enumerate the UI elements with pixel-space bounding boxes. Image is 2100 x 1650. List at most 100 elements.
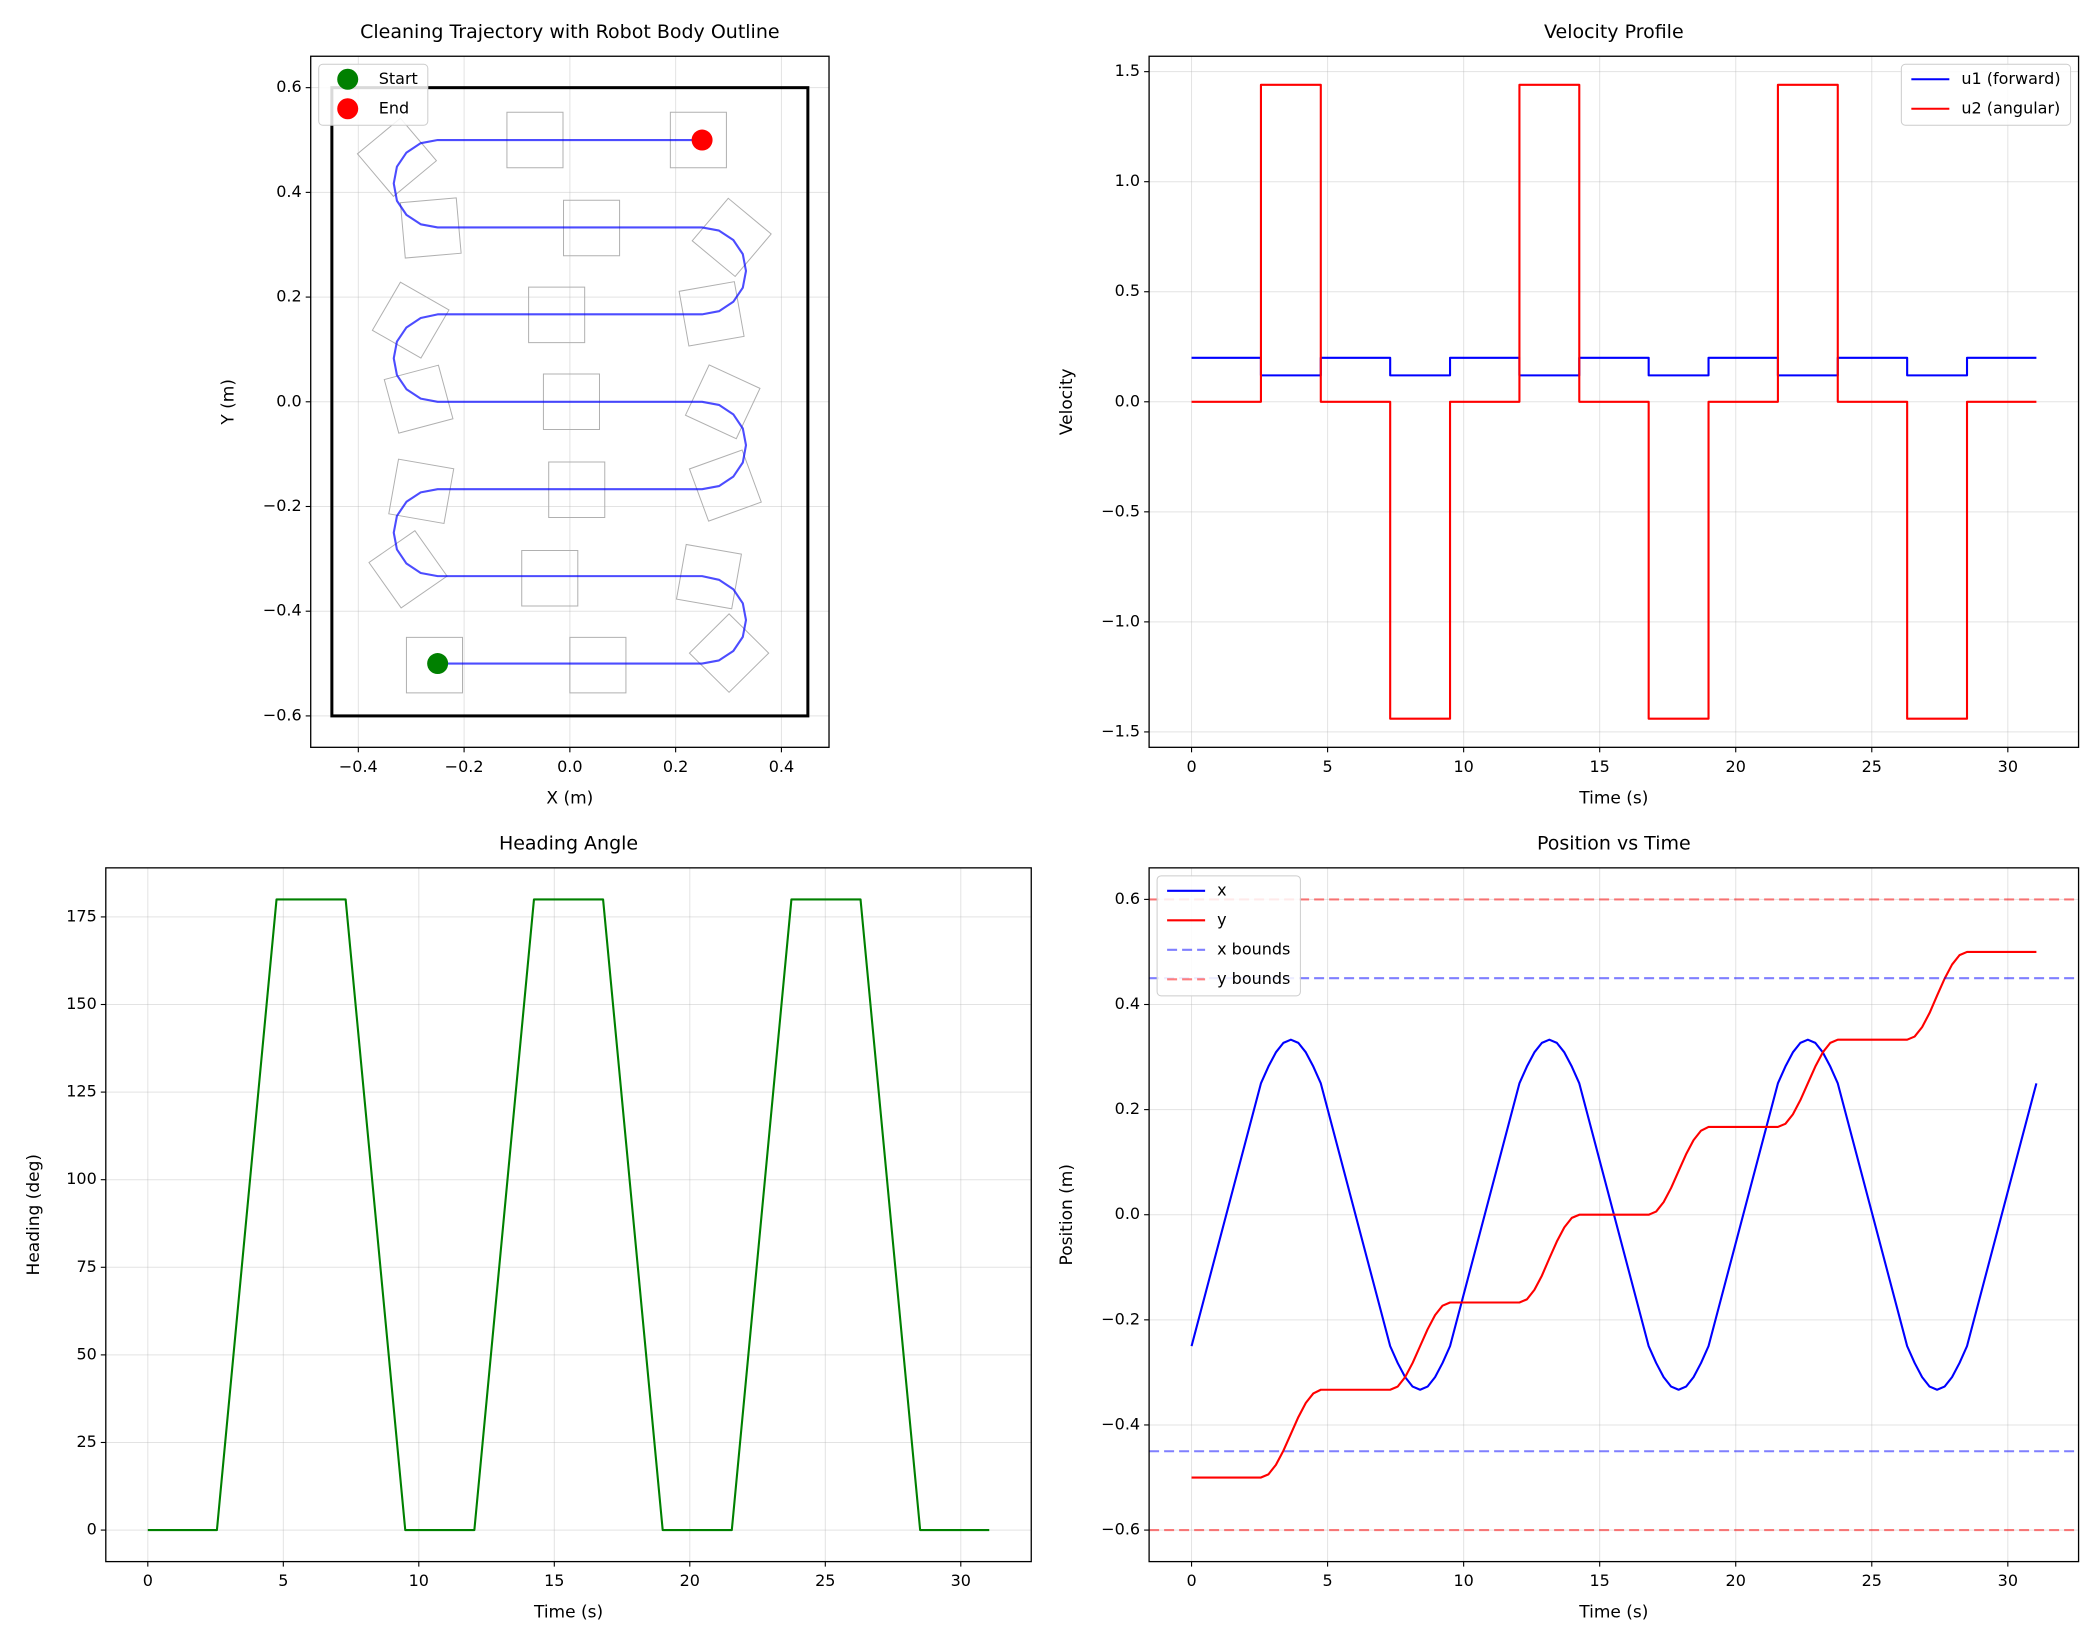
chart-title: Velocity Profile bbox=[1544, 21, 1684, 43]
legend-label: Start bbox=[379, 69, 418, 88]
x-axis-label: Time (s) bbox=[533, 1603, 603, 1623]
robot-outline bbox=[506, 111, 564, 169]
axes-frame bbox=[1148, 55, 2080, 748]
series-line bbox=[1191, 83, 2037, 720]
x-tick-label: 0.0 bbox=[557, 757, 582, 776]
robot-outline bbox=[563, 199, 621, 257]
legend-label: u1 (forward) bbox=[1961, 69, 2060, 88]
plot-area bbox=[147, 898, 990, 1532]
axes-frame bbox=[1148, 867, 2080, 1563]
axes-frame bbox=[105, 867, 1032, 1563]
y-tick-label: 75 bbox=[76, 1257, 96, 1276]
robot-outline bbox=[678, 281, 745, 347]
robot-outline bbox=[405, 636, 464, 694]
y-tick-label: −0.2 bbox=[263, 496, 302, 515]
robot-outline bbox=[388, 458, 455, 525]
axes-frame bbox=[310, 55, 830, 748]
x-axis-label: Time (s) bbox=[1578, 1603, 1648, 1623]
x-axis-label: X (m) bbox=[546, 788, 593, 808]
x-tick-label: 10 bbox=[1453, 1571, 1473, 1590]
y-tick-label: 0 bbox=[87, 1520, 97, 1539]
panel: 0 5 10 15 20 25 30 −1.5 −1.0 −0.5 0.0 0.5 1.0 1.5 Velo… bbox=[1057, 21, 2080, 808]
y-tick-label: 0.6 bbox=[276, 77, 301, 96]
x-tick-label: 30 bbox=[1998, 757, 2018, 776]
y-tick-label: −0.4 bbox=[263, 601, 302, 620]
x-tick-label: 10 bbox=[409, 1571, 429, 1590]
x-tick-label: 0 bbox=[143, 1571, 153, 1590]
y-tick-label: 1.0 bbox=[1115, 171, 1140, 190]
legend-box bbox=[1156, 875, 1301, 997]
y-axis-label: Velocity bbox=[1057, 368, 1077, 435]
y-tick-label: 0.4 bbox=[1115, 994, 1140, 1013]
y-tick-label: −0.4 bbox=[1101, 1414, 1140, 1433]
legend-swatch bbox=[337, 68, 359, 90]
legend: Start End bbox=[318, 63, 429, 126]
x-tick-label: −0.2 bbox=[445, 757, 484, 776]
plot-area bbox=[330, 86, 810, 718]
legend-label: x bbox=[1217, 880, 1226, 899]
robot-outline bbox=[528, 286, 586, 344]
x-tick-label: 5 bbox=[278, 1571, 288, 1590]
x-tick-label: 20 bbox=[1726, 1571, 1746, 1590]
y-tick-label: 0.0 bbox=[1115, 391, 1140, 410]
robot-outline bbox=[684, 364, 761, 440]
x-tick-label: 25 bbox=[815, 1571, 835, 1590]
robot-outline bbox=[688, 449, 762, 522]
y-axis-label: Y (m) bbox=[219, 379, 239, 426]
y-axis-label: Position (m) bbox=[1057, 1164, 1077, 1265]
series-line bbox=[1191, 950, 2037, 1479]
panel: −0.4 −0.2 0.0 0.2 0.4 −0.6 −0.4 −0.2 0.0 0.2 0.4 0.… bbox=[219, 21, 830, 808]
x-tick-label: 10 bbox=[1453, 757, 1473, 776]
legend-label: x bounds bbox=[1217, 939, 1290, 958]
x-tick-label: 25 bbox=[1862, 757, 1882, 776]
robot-outline bbox=[691, 197, 772, 278]
marker bbox=[427, 653, 449, 675]
x-tick-label: 0 bbox=[1186, 757, 1196, 776]
x-tick-label: 15 bbox=[1590, 757, 1610, 776]
x-tick-label: 5 bbox=[1323, 1571, 1333, 1590]
y-tick-label: 0.0 bbox=[1115, 1204, 1140, 1223]
y-tick-label: 50 bbox=[76, 1344, 96, 1363]
y-tick-label: −0.6 bbox=[1101, 1520, 1140, 1539]
series-line bbox=[1191, 356, 2037, 377]
x-tick-label: 15 bbox=[1590, 1571, 1610, 1590]
y-tick-label: 0.4 bbox=[276, 182, 301, 201]
y-tick-label: 125 bbox=[66, 1082, 97, 1101]
legend-swatch bbox=[337, 98, 359, 120]
robot-outline bbox=[383, 364, 454, 434]
y-tick-label: 0.0 bbox=[276, 391, 301, 410]
x-tick-label: 30 bbox=[1998, 1571, 2018, 1590]
robot-outline bbox=[521, 549, 579, 607]
y-tick-label: −0.6 bbox=[263, 705, 302, 724]
y-tick-label: −1.5 bbox=[1101, 721, 1140, 740]
y-tick-label: −1.0 bbox=[1101, 611, 1140, 630]
legend-label: u2 (angular) bbox=[1961, 98, 2060, 117]
robot-outline bbox=[569, 636, 627, 694]
series-line bbox=[147, 898, 990, 1532]
x-tick-label: 15 bbox=[544, 1571, 564, 1590]
legend: xy x bounds y bounds bbox=[1156, 875, 1301, 997]
x-tick-label: 25 bbox=[1862, 1571, 1882, 1590]
robot-outline bbox=[548, 461, 606, 518]
y-tick-label: 25 bbox=[76, 1432, 96, 1451]
legend-label: y bounds bbox=[1217, 969, 1290, 988]
y-tick-label: 1.5 bbox=[1115, 61, 1140, 80]
y-tick-label: 100 bbox=[66, 1169, 97, 1188]
y-tick-label: 0.2 bbox=[276, 287, 301, 306]
chart-title: Cleaning Trajectory with Robot Body Outl… bbox=[360, 21, 779, 43]
y-tick-label: 0.2 bbox=[1115, 1099, 1140, 1118]
robot-outline bbox=[371, 281, 450, 359]
panel: 0 5 10 15 20 25 30 0 25 50 75 100 125 150 175 Heading A… bbox=[24, 832, 1032, 1623]
chart-title: Heading Angle bbox=[499, 832, 638, 854]
robot-outline bbox=[688, 613, 770, 694]
x-tick-label: 20 bbox=[680, 1571, 700, 1590]
legend: u1 (forward) u2 (angular) bbox=[1900, 63, 2072, 126]
y-tick-label: −0.5 bbox=[1101, 501, 1140, 520]
legend-label: End bbox=[379, 98, 409, 117]
x-tick-label: −0.4 bbox=[339, 757, 378, 776]
x-tick-label: 5 bbox=[1323, 757, 1333, 776]
robot-outline bbox=[356, 117, 438, 198]
robot-outline bbox=[399, 197, 462, 259]
robot-outline bbox=[368, 529, 448, 609]
